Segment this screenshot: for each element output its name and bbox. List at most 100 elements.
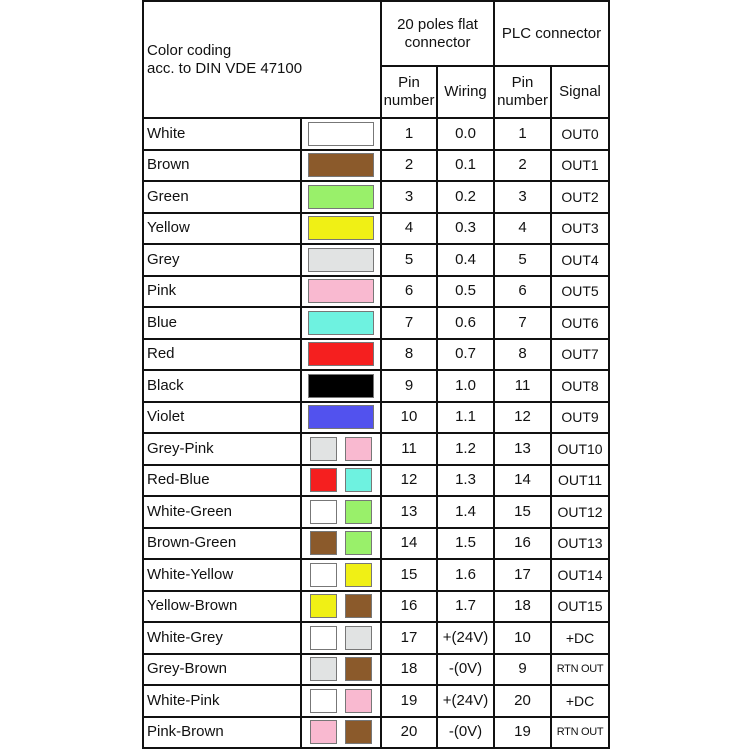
color-name: Black [142, 369, 302, 403]
color-coding-table: Color coding acc. to DIN VDE 47100 20 po… [141, 0, 611, 749]
color-name: Pink-Brown [142, 715, 302, 749]
color-swatch [310, 657, 337, 682]
signal: +DC [550, 621, 611, 655]
color-swatch-cell [299, 369, 383, 403]
color-name: White-Green [142, 495, 302, 529]
signal: OUT7 [550, 337, 611, 371]
color-swatch-cell [299, 589, 383, 623]
color-swatch-cell [299, 495, 383, 529]
table-row: Black 9 1.0 11 OUT8 [142, 369, 611, 403]
signal: OUT14 [550, 558, 611, 592]
color-name: White [142, 117, 302, 151]
color-swatch-cell [299, 652, 383, 686]
color-swatch [345, 688, 372, 713]
plc-pin-number: 8 [493, 337, 553, 371]
table-row: Grey-Brown 18 -(0V) 9 RTN OUT [142, 652, 611, 686]
table-row: White 1 0.0 1 OUT0 [142, 117, 611, 151]
table-row: Pink 6 0.5 6 OUT5 [142, 274, 611, 308]
signal: OUT10 [550, 432, 611, 466]
table-row: Yellow-Brown 16 1.7 18 OUT15 [142, 589, 611, 623]
signal: OUT9 [550, 400, 611, 434]
pin-number: 1 [380, 117, 439, 151]
color-swatch [345, 625, 372, 650]
signal: OUT11 [550, 463, 611, 497]
color-swatch-cell [299, 463, 383, 497]
table-row: Grey-Pink 11 1.2 13 OUT10 [142, 432, 611, 466]
color-name: Pink [142, 274, 302, 308]
pin-number: 20 [380, 715, 439, 749]
plc-pin-number: 19 [493, 715, 553, 749]
color-swatch-cell [299, 558, 383, 592]
pin-number: 14 [380, 526, 439, 560]
plc-pin-number: 2 [493, 148, 553, 182]
plc-pin-number: 1 [493, 117, 553, 151]
color-swatch [308, 310, 374, 335]
plc-pin-number: 12 [493, 400, 553, 434]
pin-number: 4 [380, 211, 439, 245]
table-row: Blue 7 0.6 7 OUT6 [142, 306, 611, 340]
signal: OUT6 [550, 306, 611, 340]
color-swatch [310, 499, 337, 524]
color-swatch [308, 216, 374, 241]
color-swatch-cell [299, 337, 383, 371]
signal: OUT12 [550, 495, 611, 529]
signal: RTN OUT [550, 715, 611, 749]
color-swatch [310, 594, 337, 619]
color-swatch [345, 531, 372, 556]
color-name: Green [142, 180, 302, 214]
plc-pin-number: 13 [493, 432, 553, 466]
wiring: 1.2 [436, 432, 496, 466]
signal: OUT0 [550, 117, 611, 151]
pin-number-header: Pin number [380, 65, 439, 119]
color-name: White-Pink [142, 684, 302, 718]
color-swatch-cell [299, 274, 383, 308]
color-swatch [308, 247, 374, 272]
color-name: White-Yellow [142, 558, 302, 592]
wiring: -(0V) [436, 715, 496, 749]
plc-pin-number: 16 [493, 526, 553, 560]
color-swatch [345, 720, 372, 745]
plc-pin-number: 15 [493, 495, 553, 529]
color-swatch-cell [299, 621, 383, 655]
signal: OUT15 [550, 589, 611, 623]
pin-number: 10 [380, 400, 439, 434]
color-swatch-cell [299, 684, 383, 718]
wiring: 1.1 [436, 400, 496, 434]
pin-number: 16 [380, 589, 439, 623]
pin-number: 19 [380, 684, 439, 718]
color-swatch [310, 531, 337, 556]
wiring: 0.4 [436, 243, 496, 277]
plc-pin-number: 10 [493, 621, 553, 655]
wiring-header: Wiring [436, 65, 496, 119]
color-swatch-cell [299, 306, 383, 340]
plc-connector-header: PLC connector [493, 0, 611, 67]
plc-pin-number: 4 [493, 211, 553, 245]
plc-pin-number: 11 [493, 369, 553, 403]
signal: OUT13 [550, 526, 611, 560]
color-name: White-Grey [142, 621, 302, 655]
wiring: 0.6 [436, 306, 496, 340]
flat-connector-header: 20 poles flat connector [380, 0, 496, 67]
signal: +DC [550, 684, 611, 718]
table-row: Red 8 0.7 8 OUT7 [142, 337, 611, 371]
table-row: Yellow 4 0.3 4 OUT3 [142, 211, 611, 245]
wiring: +(24V) [436, 621, 496, 655]
table-row: Green 3 0.2 3 OUT2 [142, 180, 611, 214]
plc-pin-number: 18 [493, 589, 553, 623]
color-swatch [345, 657, 372, 682]
wiring: 0.0 [436, 117, 496, 151]
pin-number: 7 [380, 306, 439, 340]
pin-number: 15 [380, 558, 439, 592]
pin-number: 18 [380, 652, 439, 686]
pin-number: 13 [380, 495, 439, 529]
signal: OUT2 [550, 180, 611, 214]
signal: RTN OUT [550, 652, 611, 686]
color-name: Red-Blue [142, 463, 302, 497]
plc-pin-number: 20 [493, 684, 553, 718]
color-swatch-cell [299, 211, 383, 245]
color-swatch [345, 436, 372, 461]
table-row: White-Green 13 1.4 15 OUT12 [142, 495, 611, 529]
wiring: 0.1 [436, 148, 496, 182]
color-swatch [310, 720, 337, 745]
color-swatch [308, 405, 374, 430]
